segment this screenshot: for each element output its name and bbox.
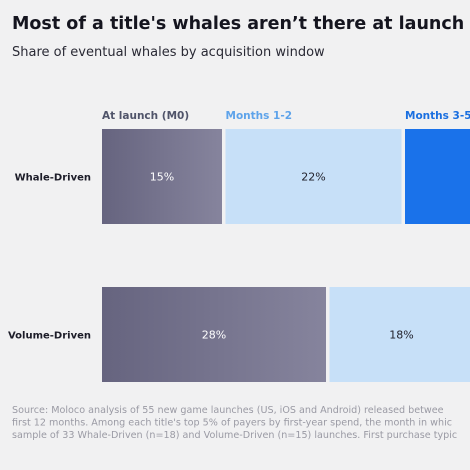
legend-label: At launch (M0) bbox=[102, 110, 189, 122]
bar-segment bbox=[102, 129, 222, 224]
chart-subtitle: Share of eventual whales by acquisition … bbox=[12, 45, 325, 60]
legend-label: Months 1-2 bbox=[226, 110, 293, 122]
value-label: 18% bbox=[389, 329, 413, 342]
chart-title: Most of a title's whales aren’t there at… bbox=[12, 14, 464, 34]
bar-segment bbox=[102, 287, 326, 382]
category-label: Volume-Driven bbox=[8, 331, 91, 342]
value-label: 15% bbox=[150, 171, 174, 184]
value-label: 28% bbox=[202, 329, 226, 342]
source-note: Source: Moloco analysis of 55 new game l… bbox=[12, 405, 444, 416]
bar-segment bbox=[329, 287, 470, 382]
source-note: first 12 months. Among each title's top … bbox=[12, 418, 452, 429]
bar-segment bbox=[405, 129, 470, 224]
legend-label: Months 3-5 bbox=[405, 110, 470, 122]
category-label: Whale-Driven bbox=[15, 173, 91, 184]
bar-segment bbox=[225, 129, 402, 224]
value-label: 22% bbox=[301, 171, 325, 184]
source-note: sample of 33 Whale-Driven (n=18) and Vol… bbox=[12, 430, 457, 441]
